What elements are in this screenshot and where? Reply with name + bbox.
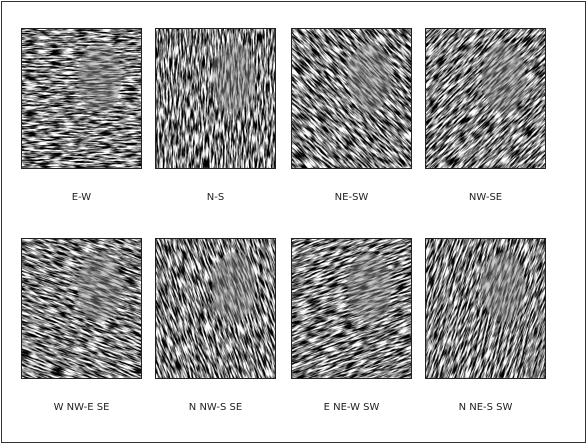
smooth-region xyxy=(482,252,526,322)
panel-label: NW-SE xyxy=(469,192,502,203)
smooth-region xyxy=(348,42,392,112)
panel-label: N NW-S SE xyxy=(189,402,242,413)
smooth-region xyxy=(482,42,526,112)
panel-label: E NE-W SW xyxy=(324,402,380,413)
panel-label: E-W xyxy=(72,192,92,203)
panel-label: N NE-S SW xyxy=(459,402,513,413)
smooth-region xyxy=(78,42,122,112)
smooth-region xyxy=(212,252,256,322)
figure: E-W N-S NE-SW NW-SE W NW-E SE N NW-S SE E NE-W… xyxy=(0,0,588,445)
smooth-region xyxy=(348,252,392,322)
panel-label: W NW-E SE xyxy=(54,402,110,413)
panel-label: N-S xyxy=(207,192,224,203)
panel-label: NE-SW xyxy=(335,192,369,203)
smooth-region xyxy=(212,42,256,112)
smooth-region xyxy=(78,252,122,322)
